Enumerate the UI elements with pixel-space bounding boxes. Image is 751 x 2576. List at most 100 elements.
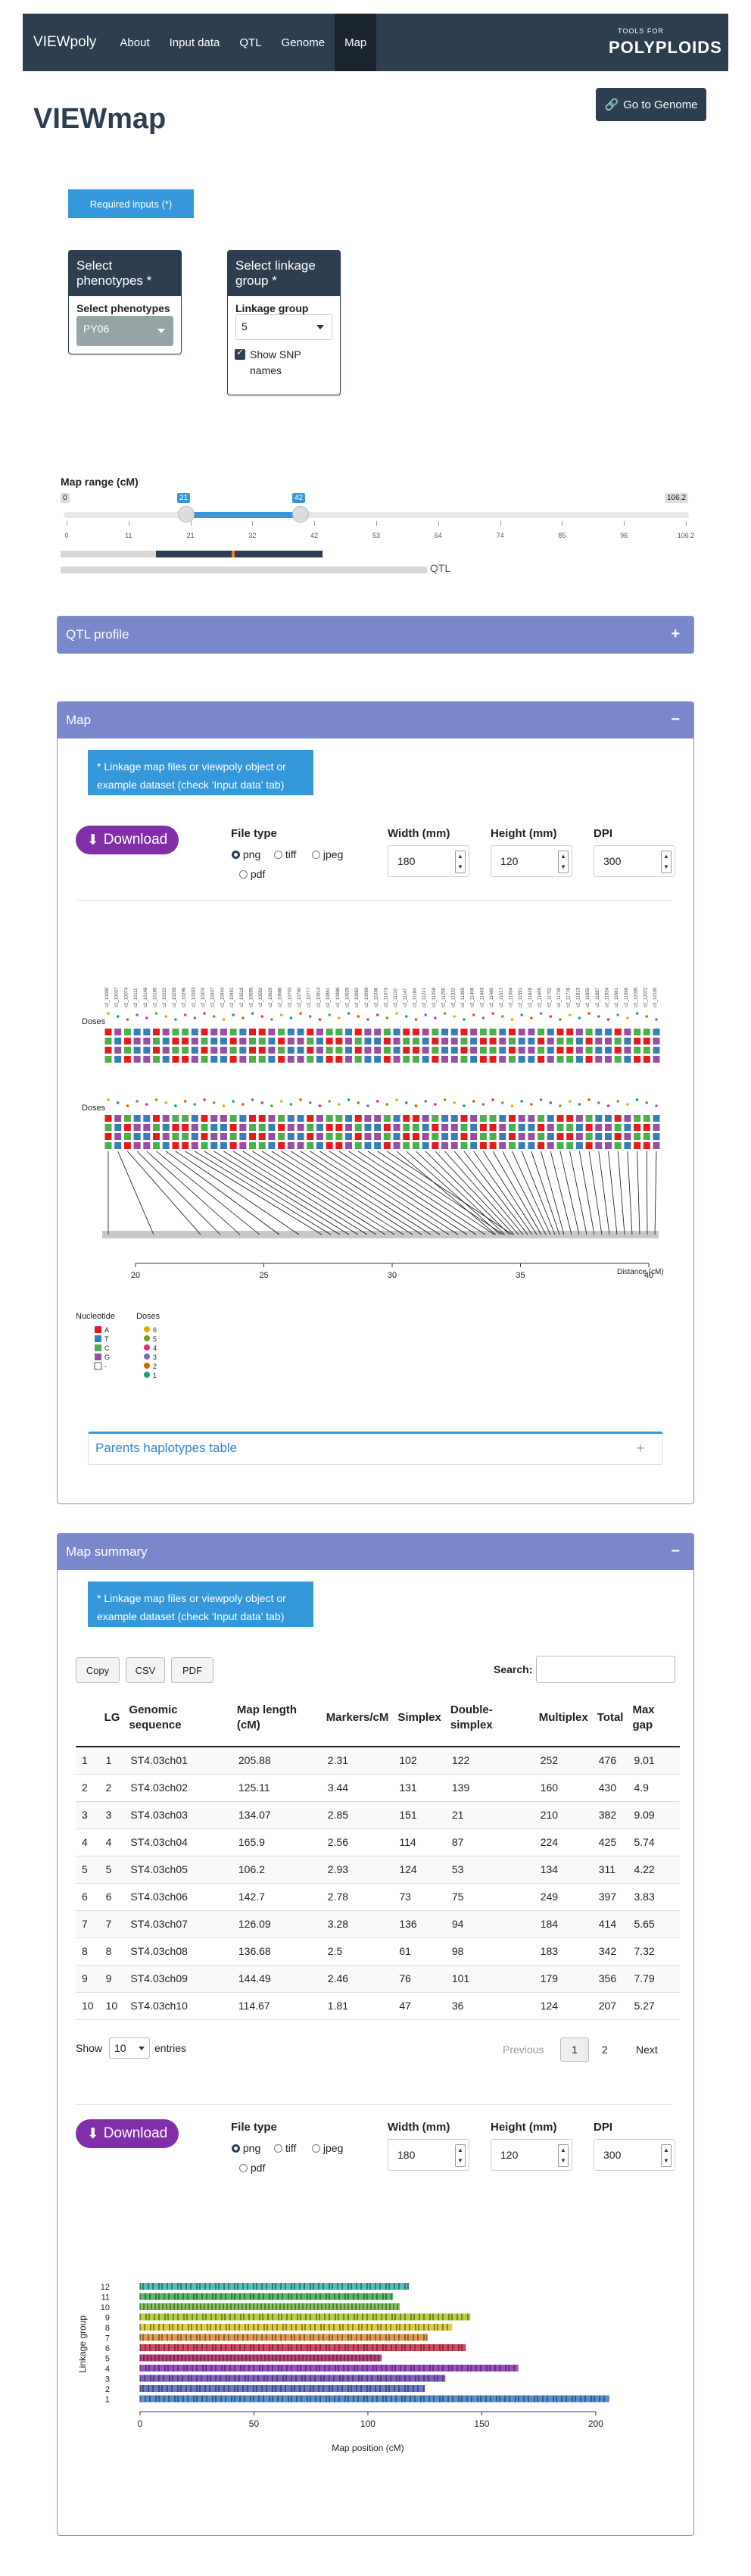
haplotypes-collapsible[interactable]: Parents haplotypes table + bbox=[88, 1432, 663, 1465]
stepper-icon[interactable]: ▲ ▼ bbox=[661, 2144, 672, 2167]
column-header[interactable]: Total bbox=[592, 1689, 628, 1747]
radio-jpeg[interactable]: jpeg bbox=[312, 2142, 343, 2154]
table-row[interactable]: 2 2 ST4.03ch02 125.11 3.44 131 139 160 430 4.9 bbox=[76, 1774, 680, 1802]
column-header[interactable]: Double-simplex bbox=[445, 1689, 534, 1747]
next-page[interactable]: Next bbox=[636, 2044, 658, 2056]
download-button-2[interactable]: ⬇ Download bbox=[76, 2119, 179, 2148]
nav-genome[interactable]: Genome bbox=[281, 36, 326, 49]
bar bbox=[140, 2385, 425, 2392]
snp-name-label: c2_11924 bbox=[605, 987, 609, 1007]
phenotype-select[interactable]: PY06 bbox=[76, 316, 173, 346]
collapse-icon[interactable]: − bbox=[671, 711, 680, 728]
nav-about[interactable]: About bbox=[120, 36, 150, 49]
stepper-icon[interactable]: ▲ ▼ bbox=[558, 2144, 569, 2167]
haplotype-cell bbox=[518, 1029, 525, 1035]
haplotype-cell bbox=[307, 1124, 314, 1131]
brand[interactable]: VIEWpoly bbox=[33, 34, 97, 50]
map-summary-header[interactable]: Map summary − bbox=[58, 1534, 693, 1570]
dose-point bbox=[116, 1101, 120, 1104]
haplotype-cell bbox=[538, 1124, 545, 1131]
table-row[interactable]: 5 5 ST4.03ch05 106.2 2.93 124 53 134 311 4.22 bbox=[76, 1856, 680, 1884]
table-row[interactable]: 7 7 ST4.03ch07 126.09 3.28 136 94 184 414 5.65 bbox=[76, 1910, 680, 1938]
width-input[interactable]: 180 ▲ ▼ bbox=[388, 845, 469, 877]
linkage-select[interactable]: 5 bbox=[235, 314, 332, 340]
height-input[interactable]: 120 ▲ ▼ bbox=[491, 845, 572, 877]
column-header[interactable]: LG bbox=[99, 1689, 125, 1747]
stepper-icon[interactable]: ▲ ▼ bbox=[455, 851, 466, 873]
table-cell: 142.7 bbox=[232, 1883, 322, 1911]
collapse-icon[interactable]: − bbox=[671, 1543, 680, 1560]
dose-point bbox=[154, 1098, 158, 1101]
table-row[interactable]: 9 9 ST4.03ch09 144.49 2.46 76 101 179 356 7.79 bbox=[76, 1965, 680, 1993]
haplotype-cell bbox=[374, 1029, 382, 1035]
y-tick-label: 9 bbox=[105, 2314, 110, 2323]
range-high-handle[interactable] bbox=[292, 506, 309, 523]
dose-point bbox=[568, 1100, 572, 1103]
pdf-button[interactable]: PDF bbox=[171, 1657, 213, 1683]
map-panel-header[interactable]: Map − bbox=[58, 702, 693, 738]
column-header[interactable]: Genomic sequence bbox=[124, 1689, 232, 1747]
csv-button[interactable]: CSV bbox=[126, 1657, 165, 1683]
stepper-icon[interactable]: ▲ ▼ bbox=[558, 851, 569, 873]
entries-select[interactable]: 10 bbox=[109, 2037, 150, 2059]
expand-icon[interactable]: + bbox=[636, 1441, 644, 1456]
radio-png[interactable]: png bbox=[232, 2142, 260, 2154]
expand-icon[interactable]: + bbox=[671, 626, 680, 642]
table-row[interactable]: 3 3 ST4.03ch03 134.07 2.85 151 21 210 382 9.09 bbox=[76, 1801, 680, 1829]
haplotype-cell bbox=[595, 1142, 603, 1149]
haplotype-cell bbox=[460, 1038, 468, 1044]
dose-point bbox=[136, 1013, 139, 1016]
qtl-profile-header[interactable]: QTL profile + bbox=[58, 617, 693, 653]
stepper-icon[interactable]: ▲ ▼ bbox=[455, 2144, 466, 2167]
dpi-input[interactable]: 300 ▲ ▼ bbox=[594, 845, 675, 877]
table-row[interactable]: 6 6 ST4.03ch06 142.7 2.78 73 75 249 397 3.83 bbox=[76, 1883, 680, 1911]
width-input[interactable]: 180 ▲ ▼ bbox=[388, 2139, 469, 2171]
column-header[interactable]: Simplex bbox=[393, 1689, 446, 1747]
haplotype-cell bbox=[470, 1133, 478, 1140]
dpi-input[interactable]: 300 ▲ ▼ bbox=[594, 2139, 675, 2171]
stepper-icon[interactable]: ▲ ▼ bbox=[661, 851, 672, 873]
page-2[interactable]: 2 bbox=[602, 2044, 608, 2056]
haplotype-cell bbox=[634, 1115, 641, 1122]
marker-connector bbox=[291, 1151, 422, 1235]
previous-page[interactable]: Previous bbox=[503, 2044, 544, 2056]
column-header[interactable] bbox=[76, 1689, 100, 1747]
radio-pdf[interactable]: pdf bbox=[239, 868, 265, 880]
radio-pdf[interactable]: pdf bbox=[239, 2162, 265, 2174]
radio-jpeg[interactable]: jpeg bbox=[312, 848, 343, 860]
show-snp-checkbox[interactable]: ✓ bbox=[235, 347, 245, 360]
dose-point bbox=[385, 1103, 389, 1106]
dose-point bbox=[500, 1015, 504, 1018]
snp-name-label: c2_11739 bbox=[557, 987, 562, 1007]
go-to-genome-button[interactable]: 🔗 Go to Genome bbox=[596, 88, 706, 121]
radio-tiff[interactable]: tiff bbox=[274, 848, 296, 860]
column-header[interactable]: Max gap bbox=[628, 1689, 680, 1747]
range-track[interactable] bbox=[64, 512, 689, 518]
column-header[interactable]: Markers/cM bbox=[321, 1689, 394, 1747]
haplotype-cell bbox=[114, 1133, 122, 1140]
haplotype-cell bbox=[201, 1115, 208, 1122]
table-row[interactable]: 1 1 ST4.03ch01 205.88 2.31 102 122 252 476 9.01 bbox=[76, 1747, 680, 1775]
marker-connector bbox=[578, 1151, 595, 1235]
dose-point bbox=[308, 1101, 312, 1104]
radio-png[interactable]: png bbox=[232, 848, 260, 860]
table-row[interactable]: 4 4 ST4.03ch04 165.9 2.56 114 87 224 425 5.74 bbox=[76, 1828, 680, 1856]
haplotype-cell bbox=[403, 1047, 410, 1054]
nav-map[interactable]: Map bbox=[335, 14, 377, 71]
column-header[interactable]: Map length (cM) bbox=[232, 1689, 322, 1747]
table-row[interactable]: 8 8 ST4.03ch08 136.68 2.5 61 98 183 342 7.32 bbox=[76, 1937, 680, 1966]
table-row[interactable]: 10 10 ST4.03ch10 114.67 1.81 47 36 124 207 5.27 bbox=[76, 1992, 680, 2020]
search-input[interactable] bbox=[536, 1656, 675, 1683]
haplotype-cell bbox=[556, 1047, 564, 1054]
nav-input-data[interactable]: Input data bbox=[169, 36, 220, 49]
dose-point bbox=[251, 1098, 254, 1101]
copy-button[interactable]: Copy bbox=[76, 1657, 120, 1683]
column-header[interactable]: Multiplex bbox=[534, 1689, 593, 1747]
table-cell: 9.09 bbox=[628, 1801, 680, 1829]
range-low-handle[interactable] bbox=[178, 506, 195, 523]
height-input[interactable]: 120 ▲ ▼ bbox=[491, 2139, 572, 2171]
page-1[interactable]: 1 bbox=[560, 2037, 589, 2062]
nav-qtl[interactable]: QTL bbox=[239, 36, 262, 49]
radio-tiff[interactable]: tiff bbox=[274, 2142, 296, 2154]
download-button[interactable]: ⬇ Download bbox=[76, 826, 179, 854]
